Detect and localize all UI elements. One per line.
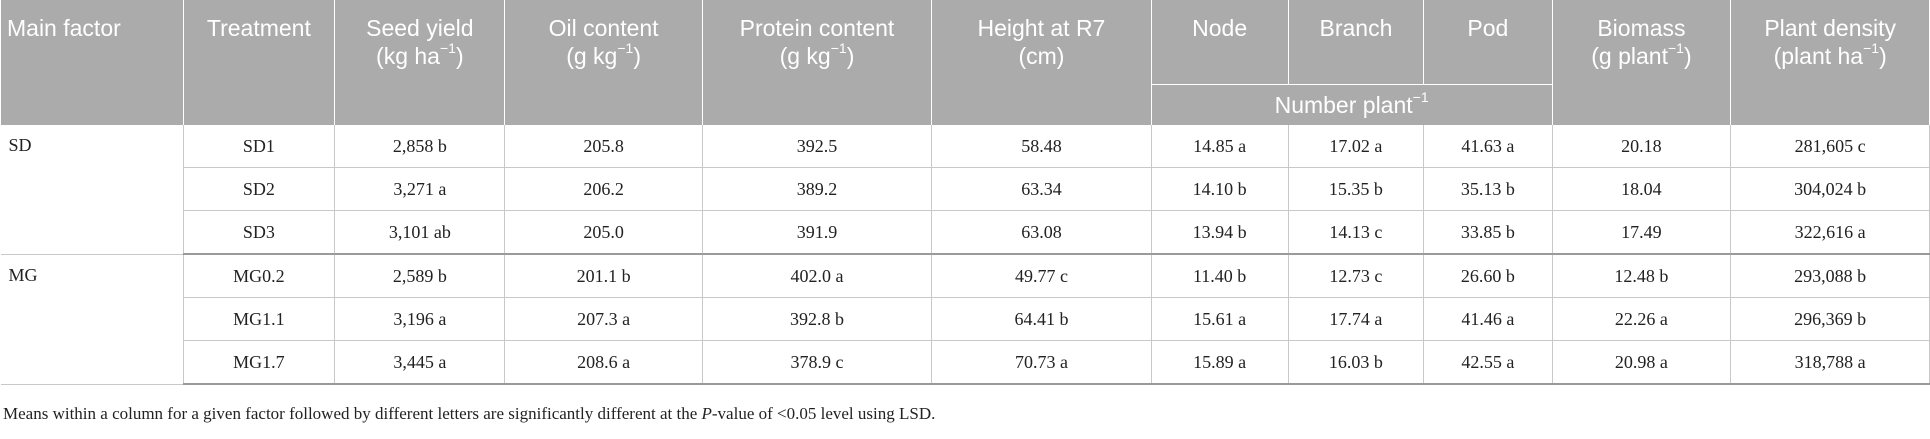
cell-node: 15.61 a [1150, 297, 1289, 341]
table-header: Main factor Treatment Seed yield (kg ha−1… [0, 0, 1930, 125]
cell-branch: 12.73 c [1287, 254, 1425, 298]
cell-node: 14.10 b [1150, 167, 1289, 211]
header-main-factor: Main factor [0, 0, 184, 125]
cell-oil: 206.2 [504, 167, 703, 211]
footnote-text-before: Means within a column for a given factor… [3, 404, 702, 423]
table-row: SD SD1 2,858 b 205.8 392.5 58.48 14.85 a… [0, 125, 1930, 255]
cell-density: 293,088 b [1730, 254, 1930, 298]
cell-treatment: MG1.1 [182, 297, 336, 341]
table-row: MG1.1 3,196 a 207.3 a 392.8 b 64.41 b 15… [1, 297, 1930, 341]
header-protein-content: Protein content (g kg−1) [701, 0, 933, 125]
cell-oil: 208.6 a [504, 340, 703, 385]
cell-branch: 17.74 a [1287, 297, 1425, 341]
cell-protein: 389.2 [701, 167, 933, 211]
cell-oil: 207.3 a [504, 297, 703, 341]
cell-treatment: SD3 [182, 210, 336, 255]
cell-density: 296,369 b [1730, 297, 1930, 341]
cell-protein: 392.5 [701, 125, 933, 168]
cell-biomass: 17.49 [1551, 210, 1732, 255]
cell-oil: 201.1 b [504, 254, 703, 298]
cell-protein: 402.0 a [701, 254, 933, 298]
header-biomass: Biomass (g plant−1) [1551, 0, 1732, 125]
cell-height: 49.77 c [931, 254, 1152, 298]
cell-protein: 391.9 [701, 210, 933, 255]
cell-biomass: 12.48 b [1551, 254, 1732, 298]
cell-node: 13.94 b [1150, 210, 1289, 255]
cell-density: 281,605 c [1730, 125, 1930, 168]
cell-pod: 42.55 a [1423, 340, 1553, 385]
cell-treatment: MG0.2 [182, 254, 336, 298]
cell-biomass: 18.04 [1551, 167, 1732, 211]
cell-density: 322,616 a [1730, 210, 1930, 255]
cell-protein: 392.8 b [701, 297, 933, 341]
cell-seed-yield: 2,858 b [334, 125, 506, 168]
header-treatment: Treatment [182, 0, 336, 125]
cell-oil: 205.8 [504, 125, 703, 168]
factor-cell-mg: MG [0, 254, 184, 385]
table-body: SD SD1 2,858 b 205.8 392.5 58.48 14.85 a… [0, 125, 1930, 385]
cell-node: 15.89 a [1150, 340, 1289, 385]
header-plant-density: Plant density (plant ha−1) [1730, 0, 1930, 125]
cell-height: 64.41 b [931, 297, 1152, 341]
table-row: MG1.7 3,445 a 208.6 a 378.9 c 70.73 a 15… [1, 340, 1930, 385]
header-pod: Pod [1423, 0, 1553, 85]
footnote-p-label: P [701, 404, 712, 423]
header-branch: Branch [1287, 0, 1425, 85]
cell-biomass: 22.26 a [1551, 297, 1732, 341]
header-number-plant: Number plant−1 [1150, 84, 1553, 125]
cell-density: 318,788 a [1730, 340, 1930, 385]
results-table: Main factor Treatment Seed yield (kg ha−1… [0, 0, 1930, 385]
footnote-text-after: -value of <0.05 level using LSD. [711, 404, 936, 423]
cell-density: 304,024 b [1730, 167, 1930, 211]
cell-oil: 205.0 [504, 210, 703, 255]
cell-branch: 14.13 c [1287, 210, 1425, 255]
factor-cell-sd: SD [0, 125, 184, 255]
cell-protein: 378.9 c [701, 340, 933, 385]
cell-treatment: SD2 [182, 167, 336, 211]
cell-pod: 33.85 b [1423, 210, 1553, 255]
cell-pod: 41.46 a [1423, 297, 1553, 341]
cell-seed-yield: 3,271 a [334, 167, 506, 211]
cell-biomass: 20.98 a [1551, 340, 1732, 385]
cell-treatment: SD1 [182, 125, 336, 168]
cell-branch: 16.03 b [1287, 340, 1425, 385]
header-height: Height at R7 (cm) [931, 0, 1152, 125]
table-row: SD2 3,271 a 206.2 389.2 63.34 14.10 b 15… [1, 167, 1930, 211]
cell-node: 11.40 b [1150, 254, 1289, 298]
header-node: Node [1150, 0, 1289, 85]
table-row: SD3 3,101 ab 205.0 391.9 63.08 13.94 b 1… [1, 210, 1930, 255]
cell-pod: 35.13 b [1423, 167, 1553, 211]
cell-node: 14.85 a [1150, 125, 1289, 168]
header-seed-yield: Seed yield (kg ha−1) [334, 0, 506, 125]
cell-height: 58.48 [931, 125, 1152, 168]
header-oil-content: Oil content (g kg−1) [504, 0, 703, 125]
cell-pod: 41.63 a [1423, 125, 1553, 168]
cell-seed-yield: 3,101 ab [334, 210, 506, 255]
cell-biomass: 20.18 [1551, 125, 1732, 168]
cell-seed-yield: 2,589 b [334, 254, 506, 298]
cell-height: 70.73 a [931, 340, 1152, 385]
cell-branch: 15.35 b [1287, 167, 1425, 211]
cell-seed-yield: 3,445 a [334, 340, 506, 385]
cell-seed-yield: 3,196 a [334, 297, 506, 341]
table-footnote: Means within a column for a given factor… [3, 404, 935, 424]
cell-height: 63.08 [931, 210, 1152, 255]
cell-pod: 26.60 b [1423, 254, 1553, 298]
cell-height: 63.34 [931, 167, 1152, 211]
cell-branch: 17.02 a [1287, 125, 1425, 168]
table-row: MG MG0.2 2,589 b 201.1 b 402.0 a 49.77 c… [0, 254, 1930, 385]
cell-treatment: MG1.7 [182, 340, 336, 385]
